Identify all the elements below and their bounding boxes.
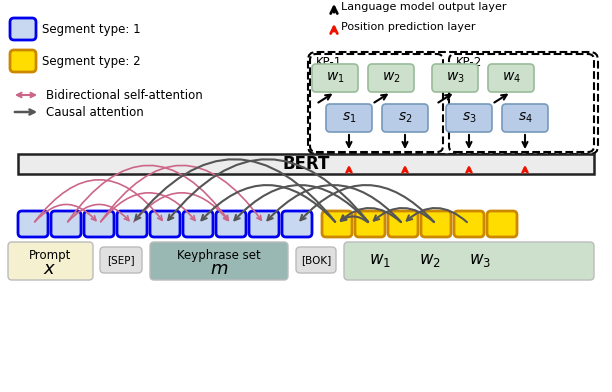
FancyBboxPatch shape (84, 211, 114, 237)
FancyBboxPatch shape (355, 211, 385, 237)
FancyBboxPatch shape (10, 18, 36, 40)
Text: [BOK]: [BOK] (301, 255, 331, 265)
Text: Position prediction layer: Position prediction layer (341, 22, 476, 32)
FancyBboxPatch shape (312, 64, 358, 92)
Text: Bidirectional self-attention: Bidirectional self-attention (46, 89, 203, 102)
Text: $\mathit{w}_2$: $\mathit{w}_2$ (382, 71, 400, 85)
FancyBboxPatch shape (326, 104, 372, 132)
FancyBboxPatch shape (150, 242, 288, 280)
FancyBboxPatch shape (282, 211, 312, 237)
FancyBboxPatch shape (382, 104, 428, 132)
Text: Causal attention: Causal attention (46, 105, 144, 118)
Bar (18, 154, 594, 174)
FancyBboxPatch shape (487, 211, 517, 237)
FancyBboxPatch shape (249, 211, 279, 237)
FancyBboxPatch shape (296, 247, 336, 273)
FancyBboxPatch shape (421, 211, 451, 237)
Text: KP-2: KP-2 (456, 56, 482, 69)
Text: [SEP]: [SEP] (107, 255, 135, 265)
FancyBboxPatch shape (446, 104, 492, 132)
Text: $\mathit{w}_3$: $\mathit{w}_3$ (446, 71, 465, 85)
Text: BERT: BERT (282, 155, 330, 173)
FancyBboxPatch shape (18, 211, 48, 237)
FancyBboxPatch shape (150, 211, 180, 237)
Text: $\mathit{w}_3$: $\mathit{w}_3$ (469, 251, 491, 269)
FancyBboxPatch shape (10, 50, 36, 72)
FancyBboxPatch shape (454, 211, 484, 237)
Text: Keyphrase set: Keyphrase set (177, 249, 261, 261)
FancyBboxPatch shape (388, 211, 418, 237)
FancyBboxPatch shape (344, 242, 594, 280)
Text: $\mathit{s}_1$: $\mathit{s}_1$ (341, 111, 356, 125)
FancyBboxPatch shape (51, 211, 81, 237)
Text: $\mathit{w}_1$: $\mathit{w}_1$ (369, 251, 391, 269)
FancyBboxPatch shape (8, 242, 93, 280)
Text: Prompt: Prompt (29, 249, 71, 261)
Text: $\mathit{s}_2$: $\mathit{s}_2$ (398, 111, 412, 125)
Text: $\mathit{w}_4$: $\mathit{w}_4$ (502, 71, 520, 85)
Text: $\mathit{w}_1$: $\mathit{w}_1$ (326, 71, 345, 85)
Text: Segment type: 2: Segment type: 2 (42, 54, 141, 67)
Text: $\mathit{m}$: $\mathit{m}$ (210, 260, 228, 278)
Text: $\mathit{s}_4$: $\mathit{s}_4$ (518, 111, 532, 125)
FancyBboxPatch shape (368, 64, 414, 92)
Text: KP-1: KP-1 (316, 56, 342, 69)
Text: $\mathit{x}$: $\mathit{x}$ (43, 260, 57, 278)
Text: Segment type: 1: Segment type: 1 (42, 22, 141, 36)
Text: $\mathit{w}_2$: $\mathit{w}_2$ (419, 251, 441, 269)
Text: $\mathit{s}_3$: $\mathit{s}_3$ (461, 111, 476, 125)
FancyBboxPatch shape (432, 64, 478, 92)
FancyBboxPatch shape (117, 211, 147, 237)
FancyBboxPatch shape (183, 211, 213, 237)
FancyBboxPatch shape (322, 211, 352, 237)
FancyBboxPatch shape (488, 64, 534, 92)
FancyBboxPatch shape (100, 247, 142, 273)
Text: Language model output layer: Language model output layer (341, 2, 507, 12)
FancyBboxPatch shape (502, 104, 548, 132)
FancyBboxPatch shape (216, 211, 246, 237)
